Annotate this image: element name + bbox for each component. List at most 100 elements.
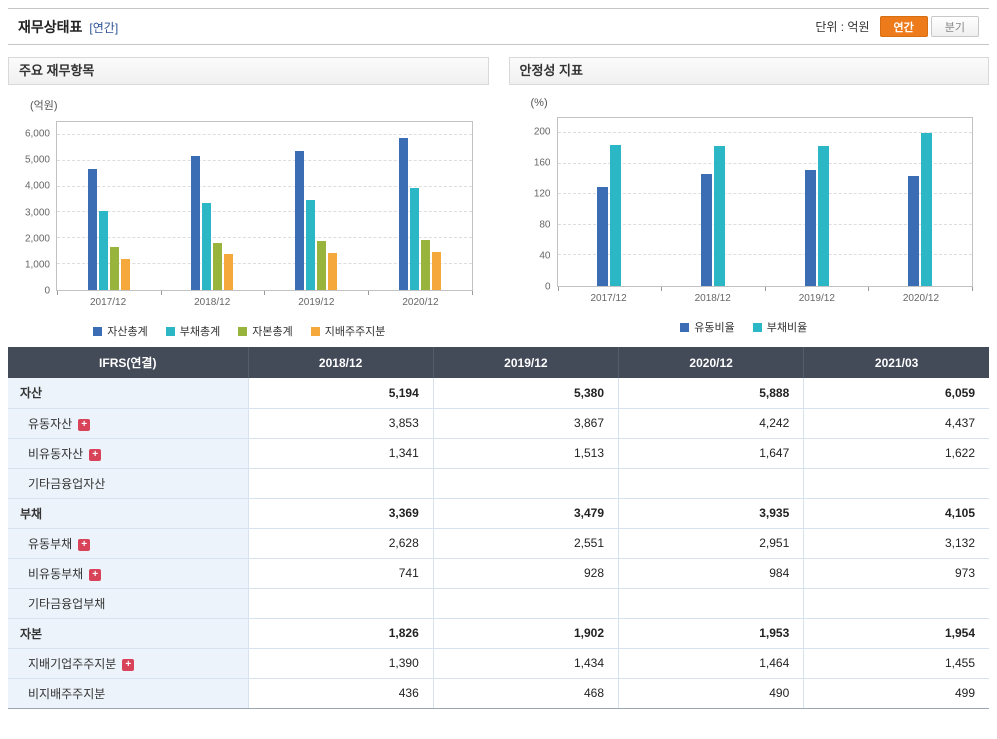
table-row: 자산 5,194 5,380 5,888 6,059 xyxy=(8,378,989,409)
expand-icon[interactable]: + xyxy=(89,568,102,581)
bar-group xyxy=(57,122,161,290)
bar xyxy=(420,239,430,290)
value-cell xyxy=(432,588,619,619)
gridline xyxy=(557,132,972,134)
x-tick-mark xyxy=(367,291,369,295)
value-cell: 2,951 xyxy=(617,528,804,559)
bar-group xyxy=(765,118,869,286)
y-tick-label: 80 xyxy=(539,219,551,231)
value-cell: 499 xyxy=(803,678,989,709)
x-tick-label: 2020/12 xyxy=(902,293,940,304)
x-tick-label: 2018/12 xyxy=(194,297,231,308)
value-cell: 5,194 xyxy=(247,378,434,409)
expand-icon[interactable]: + xyxy=(78,418,91,431)
expand-icon[interactable]: + xyxy=(78,538,91,551)
row-label: 비유동부채 xyxy=(28,566,84,581)
axis-unit-label: (%) xyxy=(530,97,548,109)
bar xyxy=(306,200,316,290)
legend-swatch xyxy=(680,322,690,332)
legend-label: 자본총계 xyxy=(252,326,293,338)
bar xyxy=(700,173,712,286)
row-label-cell: 유동부채 + xyxy=(8,528,248,559)
value-cell xyxy=(247,588,434,619)
y-tick-label: 1,000 xyxy=(24,259,50,271)
expand-icon[interactable]: + xyxy=(89,448,102,461)
value-cell xyxy=(247,468,434,499)
page-title: 재무상태표 xyxy=(18,18,83,35)
table-header-row: IFRS(연결) 2018/12 2019/12 2020/12 2021/03 xyxy=(8,347,989,378)
panel-key-financials: 주요 재무항목 (억원) 0 1,000 2,000 3,000 4,000 5,000 6… xyxy=(8,57,489,339)
legend-item: 자산총계 xyxy=(93,323,148,339)
y-tick-label: 40 xyxy=(539,250,551,262)
legend-label: 유동비율 xyxy=(694,322,735,334)
bar xyxy=(908,176,920,286)
unit-label: 단위 : 억원 xyxy=(815,20,870,34)
value-cell: 2,551 xyxy=(432,528,619,559)
x-tick-label: 2017/12 xyxy=(89,297,127,308)
stability-chart: (%) 0 40 80 120 160 200 2017/12 2018/12 2019/12… xyxy=(509,85,990,335)
bar xyxy=(804,169,816,286)
quarter-button[interactable]: 분기 xyxy=(930,16,979,37)
value-cell: 1,434 xyxy=(432,648,619,679)
legend-item: 유동비율 xyxy=(680,319,735,335)
legend-swatch xyxy=(310,326,320,336)
table-row: 비지배주주지분 436 468 490 499 xyxy=(8,678,989,709)
table-row: 기타금융업부채 xyxy=(8,588,989,619)
value-cell: 3,853 xyxy=(247,408,434,439)
bar-group xyxy=(368,122,472,290)
row-label-cell: 기타금융업자산 xyxy=(8,468,248,499)
axis-unit-label: (억원) xyxy=(30,100,58,112)
row-label-cell: 비지배주주지분 xyxy=(8,678,248,709)
bar-group xyxy=(161,122,265,290)
value-cell xyxy=(617,588,804,619)
value-cell: 1,953 xyxy=(617,618,804,649)
x-tick-label: 2019/12 xyxy=(298,297,335,308)
x-tick-label: 2018/12 xyxy=(694,293,731,304)
legend-item: 지배주주지분 xyxy=(310,323,386,339)
y-tick-label: 0 xyxy=(544,281,551,293)
value-cell: 984 xyxy=(617,558,804,589)
plot-area xyxy=(556,117,973,291)
value-cell: 2,628 xyxy=(247,528,434,559)
legend-item: 자본총계 xyxy=(238,323,293,339)
table-header-period: 2021/03 xyxy=(803,347,989,378)
bar xyxy=(713,145,725,286)
legend-label: 부채총계 xyxy=(179,326,221,338)
bar xyxy=(109,247,119,290)
row-label: 자산 xyxy=(20,386,43,401)
y-tick-label: 6,000 xyxy=(24,128,50,140)
legend-label: 지배주주지분 xyxy=(324,326,386,338)
value-cell: 6,059 xyxy=(803,378,989,409)
page-subtitle: [연간] xyxy=(89,20,119,35)
y-tick-label: 160 xyxy=(533,157,551,169)
row-label-cell: 비유동자산 + xyxy=(8,438,248,469)
row-label-cell: 부채 xyxy=(8,498,248,529)
y-tick-label: 2,000 xyxy=(24,233,50,245)
value-cell: 4,105 xyxy=(803,498,989,529)
legend-item: 부채총계 xyxy=(165,323,221,339)
expand-icon[interactable]: + xyxy=(122,658,135,671)
gridline xyxy=(557,162,972,164)
bar xyxy=(202,202,212,290)
plot-wrap: 0 40 80 120 160 200 xyxy=(515,117,973,293)
x-tick-mark xyxy=(57,291,58,295)
x-axis-labels: 2017/12 2018/12 2019/12 2020/12 xyxy=(56,297,473,308)
table-row: 부채 3,369 3,479 3,935 4,105 xyxy=(8,498,989,529)
gridline xyxy=(57,133,472,135)
financial-table-body: 자산 5,194 5,380 5,888 6,059 유동자산 +3,853 3,867 4,2… xyxy=(8,378,989,709)
annual-button[interactable]: 연간 xyxy=(879,16,928,37)
legend-swatch xyxy=(93,326,103,336)
value-cell: 3,479 xyxy=(432,498,619,529)
row-label: 지배기업주주지분 xyxy=(28,656,117,671)
y-tick-label: 200 xyxy=(533,126,551,138)
table-row: 지배기업주주지분 +1,390 1,434 1,464 1,455 xyxy=(8,648,989,679)
value-cell: 436 xyxy=(247,678,434,709)
panel-title-stability: 안정성 지표 xyxy=(508,57,989,85)
legend-label: 자산총계 xyxy=(107,326,148,338)
x-tick-mark xyxy=(972,287,973,291)
bar xyxy=(610,144,622,286)
row-label-cell: 자산 xyxy=(8,378,248,409)
bar-group xyxy=(661,118,765,286)
top-right: 단위 : 억원 연간 분기 xyxy=(815,16,979,37)
bar xyxy=(409,188,419,290)
